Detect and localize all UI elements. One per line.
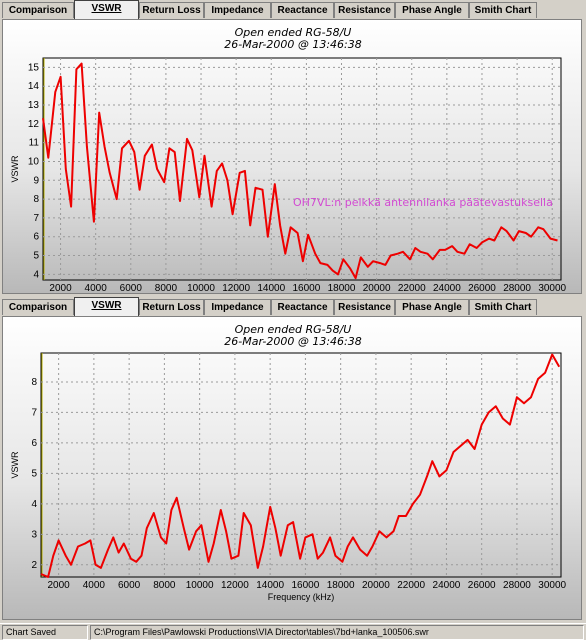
- y-tick-label: 10: [28, 156, 40, 167]
- y-tick-label: 6: [31, 438, 37, 449]
- tab-smith-chart[interactable]: Smith Chart: [469, 299, 537, 315]
- y-tick-label: 5: [33, 251, 39, 262]
- chart-annotation: OH7VL:n pelkkä antennilanka päätevastuks…: [293, 196, 553, 209]
- x-tick-label: 18000: [328, 283, 356, 294]
- x-tick-label: 22000: [398, 283, 426, 294]
- y-tick-label: 12: [28, 119, 40, 130]
- chart-panel-top: Open ended RG-58/U 26-Mar-2000 @ 13:46:3…: [2, 19, 582, 294]
- tab-resistance[interactable]: Resistance: [334, 2, 395, 18]
- chart-title: Open ended RG-58/U: [234, 26, 352, 39]
- vswr-chart-top: 2000 4000 6000 8000 10000 12000 14000 16000 1800…: [10, 57, 567, 294]
- x-tick-label: 24000: [433, 283, 461, 294]
- x-tick-label: 14000: [256, 580, 284, 591]
- y-tick-label: 8: [31, 377, 37, 388]
- chart-subtitle: 26-Mar-2000 @ 13:46:38: [224, 38, 362, 51]
- tab-comparison[interactable]: Comparison: [2, 299, 74, 315]
- tab-reactance[interactable]: Reactance: [271, 2, 334, 18]
- status-message: Chart Saved: [2, 625, 88, 640]
- x-tick-label: 12000: [222, 283, 250, 294]
- y-tick-label: 6: [33, 232, 39, 243]
- series-line: [42, 62, 558, 280]
- x-tick-label: 20000: [362, 580, 390, 591]
- x-tick-label: 8000: [155, 283, 178, 294]
- y-tick-label: 8: [33, 194, 39, 205]
- y-tick-label: 4: [31, 499, 37, 510]
- y-axis-label: VSWR: [10, 155, 20, 183]
- x-tick-label: 30000: [538, 283, 566, 294]
- tab-strip: Comparison VSWR Return Loss Impedance Reacta…: [0, 297, 586, 316]
- tab-phase-angle[interactable]: Phase Angle: [395, 299, 469, 315]
- y-axis-label: VSWR: [10, 451, 20, 479]
- y-tick-label: 15: [28, 62, 40, 73]
- x-tick-label: 2000: [48, 580, 71, 591]
- tab-resistance[interactable]: Resistance: [334, 299, 395, 315]
- tab-return-loss[interactable]: Return Loss: [139, 2, 204, 18]
- x-tick-label: 30000: [538, 580, 566, 591]
- chart-subtitle: 26-Mar-2000 @ 13:46:38: [224, 335, 362, 348]
- x-tick-label: 22000: [397, 580, 425, 591]
- tab-strip: Comparison VSWR Return Loss Impedance Reacta…: [0, 0, 586, 19]
- y-tick-label: 9: [33, 175, 39, 186]
- x-tick-label: 6000: [120, 283, 143, 294]
- vswr-chart-bottom: 2000 4000 6000 8000 10000 12000 14000 16000 1800…: [10, 352, 567, 602]
- x-tick-label: 14000: [257, 283, 285, 294]
- x-tick-label: 4000: [83, 580, 106, 591]
- x-axis-label: Frequency (kHz): [268, 592, 335, 602]
- chart-title: Open ended RG-58/U: [234, 323, 352, 336]
- x-tick-label: 8000: [153, 580, 176, 591]
- tab-phase-angle[interactable]: Phase Angle: [395, 2, 469, 18]
- plot-area: [42, 57, 562, 281]
- y-tick-label: 2: [31, 560, 37, 571]
- x-tick-label: 20000: [363, 283, 391, 294]
- tab-vswr[interactable]: VSWR: [74, 0, 139, 19]
- y-tick-label: 13: [28, 100, 40, 111]
- x-tick-label: 2000: [49, 283, 72, 294]
- plot-area: [40, 352, 562, 578]
- x-tick-label: 28000: [503, 283, 531, 294]
- x-tick-label: 26000: [468, 580, 496, 591]
- tab-impedance[interactable]: Impedance: [204, 299, 271, 315]
- x-tick-label: 4000: [85, 283, 108, 294]
- x-tick-label: 16000: [292, 580, 320, 591]
- x-tick-label: 18000: [327, 580, 355, 591]
- y-tick-label: 3: [31, 529, 37, 540]
- x-tick-label: 26000: [468, 283, 496, 294]
- status-bar: Chart Saved C:\Program Files\Pawlowski P…: [0, 623, 586, 640]
- y-tick-label: 14: [28, 81, 40, 92]
- tab-return-loss[interactable]: Return Loss: [139, 299, 204, 315]
- tab-comparison[interactable]: Comparison: [2, 2, 74, 18]
- x-tick-label: 28000: [503, 580, 531, 591]
- x-tick-label: 10000: [186, 580, 214, 591]
- series-line: [40, 353, 561, 578]
- x-tick-label: 6000: [118, 580, 141, 591]
- tab-reactance[interactable]: Reactance: [271, 299, 334, 315]
- tab-smith-chart[interactable]: Smith Chart: [469, 2, 537, 18]
- x-tick-label: 12000: [221, 580, 249, 591]
- y-tick-label: 7: [31, 407, 37, 418]
- x-tick-label: 24000: [433, 580, 461, 591]
- status-file-path: C:\Program Files\Pawlowski Productions\V…: [90, 625, 584, 640]
- chart-panel-bottom: Open ended RG-58/U 26-Mar-2000 @ 13:46:3…: [2, 316, 582, 620]
- tab-impedance[interactable]: Impedance: [204, 2, 271, 18]
- tab-vswr[interactable]: VSWR: [74, 297, 139, 316]
- y-tick-label: 4: [33, 269, 39, 280]
- y-tick-label: 7: [33, 213, 39, 224]
- y-tick-label: 5: [31, 468, 37, 479]
- x-tick-label: 16000: [292, 283, 320, 294]
- y-tick-label: 11: [29, 138, 40, 149]
- x-tick-label: 10000: [187, 283, 215, 294]
